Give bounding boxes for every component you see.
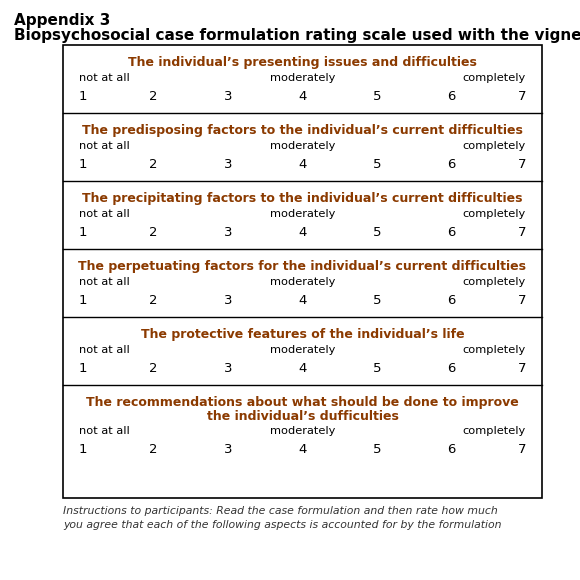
Text: 4: 4 xyxy=(298,362,307,375)
Text: The perpetuating factors for the individual’s current difficulties: The perpetuating factors for the individ… xyxy=(78,260,527,273)
Text: 4: 4 xyxy=(298,294,307,307)
Text: 5: 5 xyxy=(373,158,381,171)
Text: 6: 6 xyxy=(447,90,456,103)
Text: not at all: not at all xyxy=(79,73,130,83)
Text: 2: 2 xyxy=(149,90,158,103)
Text: moderately: moderately xyxy=(270,345,335,355)
Text: 7: 7 xyxy=(517,443,526,456)
Text: not at all: not at all xyxy=(79,141,130,151)
Text: The precipitating factors to the individual’s current difficulties: The precipitating factors to the individ… xyxy=(82,192,523,205)
Text: Instructions to participants: Read the case formulation and then rate how much
y: Instructions to participants: Read the c… xyxy=(63,506,502,530)
Text: moderately: moderately xyxy=(270,426,335,436)
Text: moderately: moderately xyxy=(270,209,335,219)
Text: 1: 1 xyxy=(79,226,88,239)
Text: The protective features of the individual’s life: The protective features of the individua… xyxy=(141,328,465,341)
Text: 6: 6 xyxy=(447,443,456,456)
Text: 3: 3 xyxy=(224,158,232,171)
Text: 6: 6 xyxy=(447,362,456,375)
Text: 6: 6 xyxy=(447,158,456,171)
Text: 1: 1 xyxy=(79,443,88,456)
Text: 5: 5 xyxy=(373,443,381,456)
Text: 5: 5 xyxy=(373,294,381,307)
Text: 1: 1 xyxy=(79,362,88,375)
Text: 1: 1 xyxy=(79,158,88,171)
Text: completely: completely xyxy=(463,141,526,151)
Text: 7: 7 xyxy=(517,90,526,103)
Text: moderately: moderately xyxy=(270,141,335,151)
Text: the individual’s dufficulties: the individual’s dufficulties xyxy=(206,410,398,423)
Text: 3: 3 xyxy=(224,90,232,103)
Text: 6: 6 xyxy=(447,226,456,239)
Text: 7: 7 xyxy=(517,158,526,171)
Text: 5: 5 xyxy=(373,90,381,103)
Text: 4: 4 xyxy=(298,226,307,239)
Text: Biopsychosocial case formulation rating scale used with the vignette: Biopsychosocial case formulation rating … xyxy=(14,28,580,43)
Text: 3: 3 xyxy=(224,362,232,375)
Text: 7: 7 xyxy=(517,294,526,307)
Text: 1: 1 xyxy=(79,294,88,307)
Text: The recommendations about what should be done to improve: The recommendations about what should be… xyxy=(86,396,519,409)
Text: 6: 6 xyxy=(447,294,456,307)
Text: 2: 2 xyxy=(149,294,158,307)
Text: moderately: moderately xyxy=(270,73,335,83)
Text: 2: 2 xyxy=(149,443,158,456)
Text: 3: 3 xyxy=(224,294,232,307)
Text: Appendix 3: Appendix 3 xyxy=(14,13,110,28)
Text: completely: completely xyxy=(463,345,526,355)
Text: 2: 2 xyxy=(149,362,158,375)
Text: completely: completely xyxy=(463,426,526,436)
Text: 4: 4 xyxy=(298,443,307,456)
Text: 4: 4 xyxy=(298,90,307,103)
Text: The individual’s presenting issues and difficulties: The individual’s presenting issues and d… xyxy=(128,56,477,69)
Text: completely: completely xyxy=(463,73,526,83)
Text: 3: 3 xyxy=(224,443,232,456)
Text: 2: 2 xyxy=(149,226,158,239)
Text: 4: 4 xyxy=(298,158,307,171)
Text: 3: 3 xyxy=(224,226,232,239)
Text: 1: 1 xyxy=(79,90,88,103)
Text: completely: completely xyxy=(463,209,526,219)
Text: 5: 5 xyxy=(373,226,381,239)
Text: not at all: not at all xyxy=(79,209,130,219)
Text: not at all: not at all xyxy=(79,426,130,436)
Text: 7: 7 xyxy=(517,226,526,239)
Text: not at all: not at all xyxy=(79,277,130,287)
Text: The predisposing factors to the individual’s current difficulties: The predisposing factors to the individu… xyxy=(82,124,523,137)
Bar xyxy=(63,45,542,498)
Text: 2: 2 xyxy=(149,158,158,171)
Text: 7: 7 xyxy=(517,362,526,375)
Text: 5: 5 xyxy=(373,362,381,375)
Text: not at all: not at all xyxy=(79,345,130,355)
Text: moderately: moderately xyxy=(270,277,335,287)
Text: completely: completely xyxy=(463,277,526,287)
